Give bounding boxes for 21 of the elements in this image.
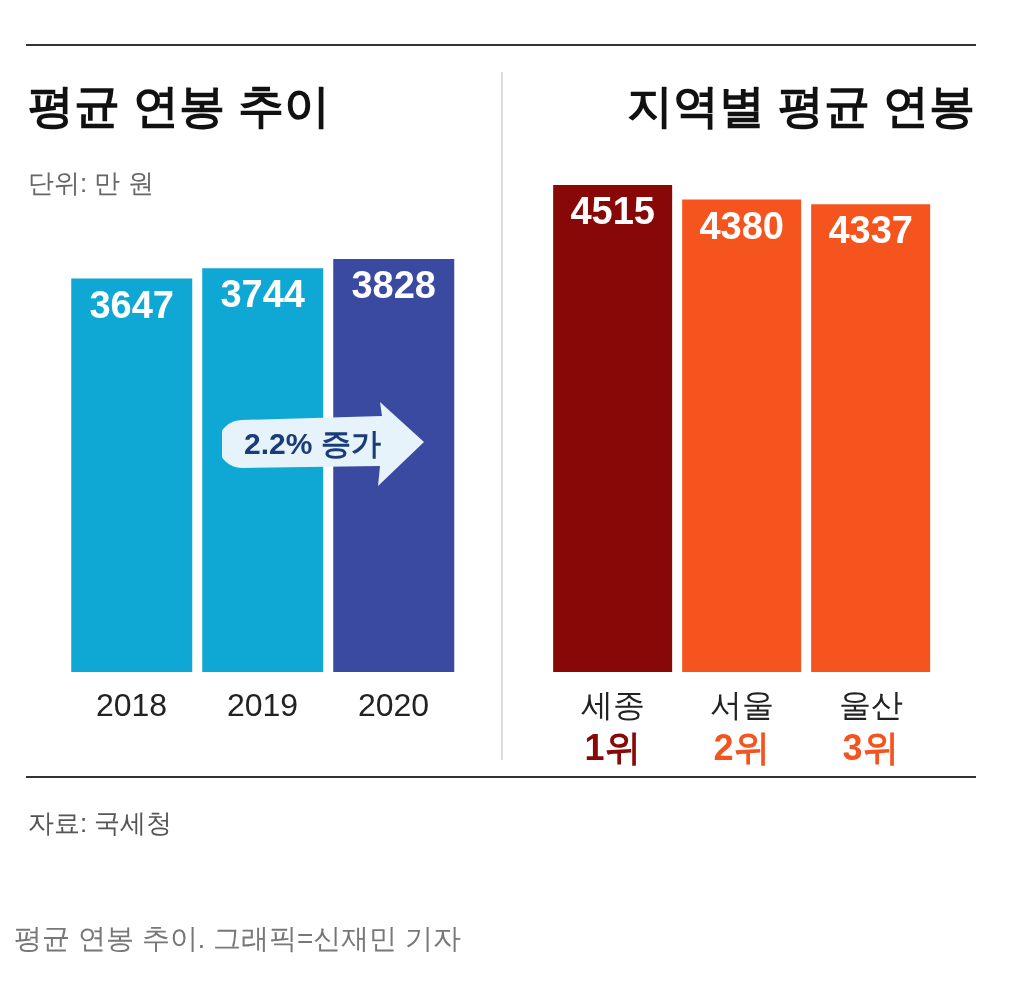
x-tick-label: 울산 [838,687,903,723]
x-tick-label: 2018 [95,687,168,723]
chart-title: 지역별 평균 연봉 [627,79,975,134]
text: 평균 연봉 추이. 그래픽=신재민 기자 [14,922,462,956]
data-label: 3647 [89,283,175,326]
x-tick-label: 서울 [709,687,774,723]
chart-subtitle: 단위: 만 원 [28,167,154,200]
x-tick-label: 세종 [580,687,645,723]
text: 1위 [584,727,641,768]
data-label: 3828 [351,264,437,307]
x-tick-label: 2019 [226,687,299,723]
annotation: 2.2% 증가 [244,426,381,462]
data-label: 4337 [828,209,913,252]
chart-title: 평균 연봉 추이 [28,79,330,134]
data-label: 4380 [699,204,784,247]
data-label: 3744 [220,273,306,316]
data-label: 4515 [570,189,655,232]
text: 자료: 국세청 [28,807,173,840]
text: 2위 [713,727,770,768]
x-tick-label: 2020 [357,687,430,723]
text: 3위 [842,727,899,768]
